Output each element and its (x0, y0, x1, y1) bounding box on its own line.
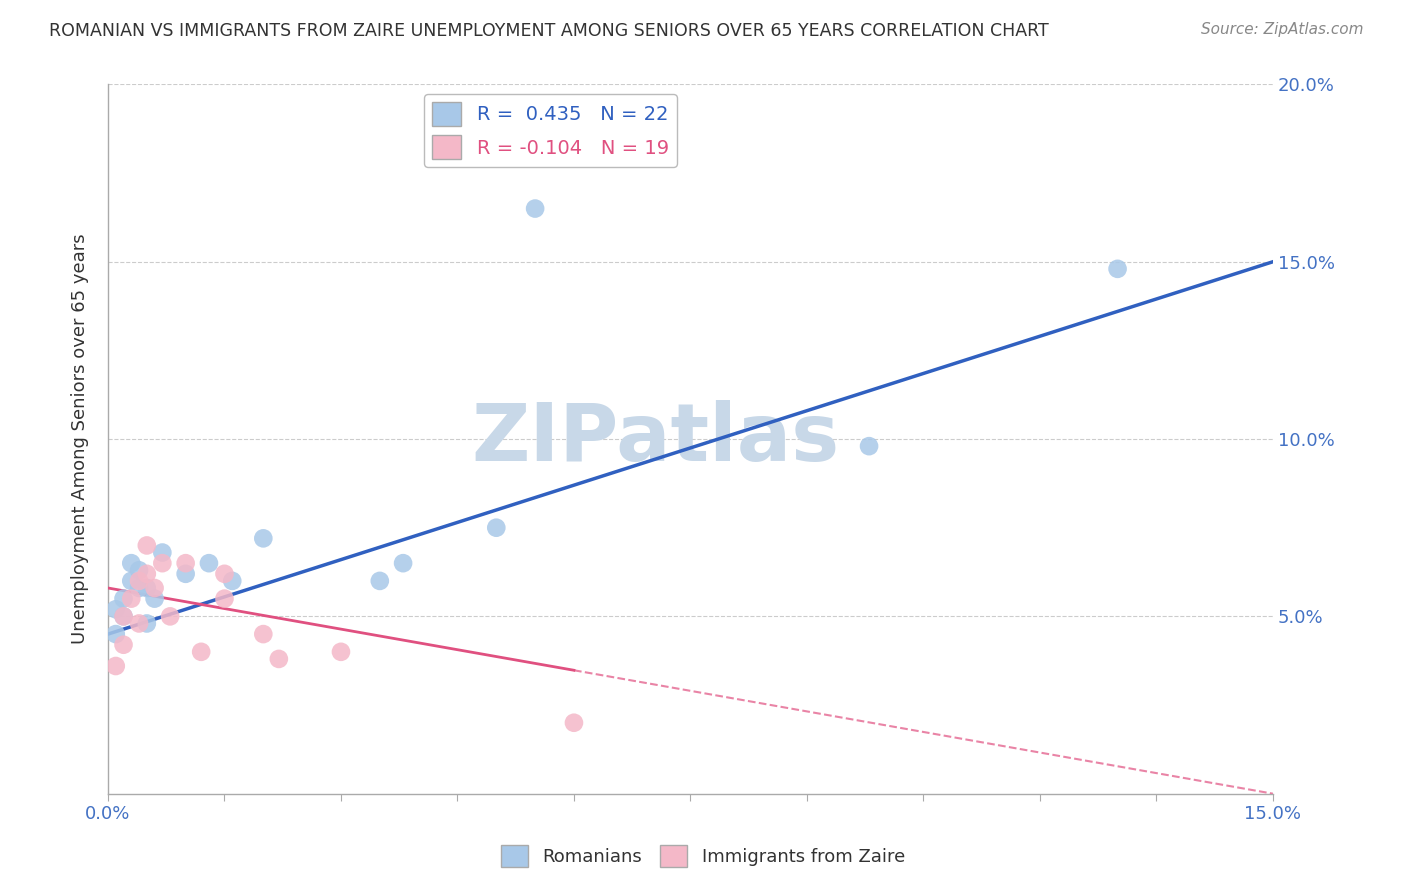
Point (562, 715, 585, 730)
Point (112, 609, 135, 624)
Point (159, 609, 181, 624)
Y-axis label: Unemployment Among Seniors over 65 years: Unemployment Among Seniors over 65 years (72, 234, 89, 644)
Point (267, 652, 290, 666)
Point (120, 591, 142, 606)
Point (221, 574, 243, 588)
Point (524, 202, 547, 216)
Point (150, 545, 173, 559)
Text: Source: ZipAtlas.com: Source: ZipAtlas.com (1201, 22, 1364, 37)
Point (128, 616, 150, 631)
Point (214, 591, 236, 606)
Point (135, 538, 157, 552)
Point (135, 581, 157, 595)
Point (135, 566, 157, 581)
Text: ZIPatlas: ZIPatlas (471, 400, 839, 478)
Point (190, 645, 212, 659)
Point (143, 581, 166, 595)
Point (150, 556, 173, 570)
Point (112, 638, 135, 652)
Point (174, 566, 197, 581)
Point (174, 556, 197, 570)
Point (330, 645, 353, 659)
Point (252, 627, 274, 641)
Point (368, 574, 391, 588)
Point (128, 581, 150, 595)
Point (485, 521, 508, 535)
Point (128, 574, 150, 588)
Point (120, 556, 142, 570)
Point (214, 566, 236, 581)
Point (135, 616, 157, 631)
Text: ROMANIAN VS IMMIGRANTS FROM ZAIRE UNEMPLOYMENT AMONG SENIORS OVER 65 YEARS CORRE: ROMANIAN VS IMMIGRANTS FROM ZAIRE UNEMPL… (49, 22, 1049, 40)
Point (1107, 261, 1129, 276)
Point (198, 556, 221, 570)
Point (392, 556, 415, 570)
Legend: R =  0.435   N = 22, R = -0.104   N = 19: R = 0.435 N = 22, R = -0.104 N = 19 (425, 95, 676, 167)
Point (143, 591, 166, 606)
Legend: Romanians, Immigrants from Zaire: Romanians, Immigrants from Zaire (494, 838, 912, 874)
Point (112, 609, 135, 624)
Point (112, 591, 135, 606)
Point (120, 574, 142, 588)
Point (252, 532, 274, 546)
Point (858, 439, 880, 453)
Point (104, 627, 127, 641)
Point (104, 602, 127, 616)
Point (128, 563, 150, 577)
Point (104, 659, 127, 673)
